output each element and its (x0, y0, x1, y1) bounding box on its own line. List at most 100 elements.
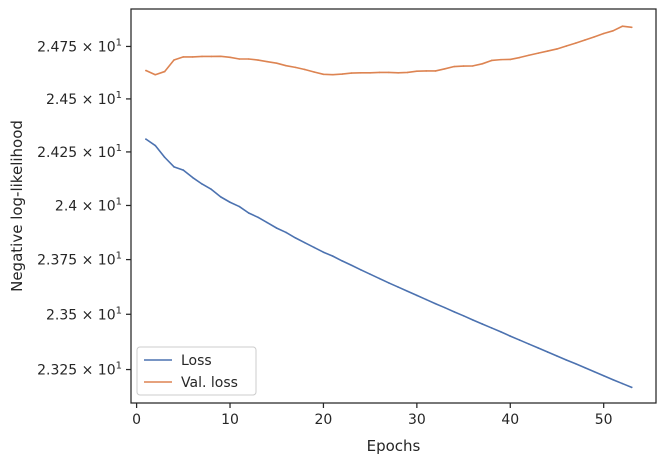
data-point-val-loss (266, 60, 269, 63)
x-tick-label: 40 (501, 412, 519, 428)
data-point-val-loss (360, 72, 362, 74)
data-point-val-loss (285, 64, 287, 67)
data-point-val-loss (490, 59, 493, 62)
data-point-val-loss (378, 71, 381, 74)
data-point-val-loss (201, 55, 203, 58)
data-point-val-loss (388, 71, 390, 74)
data-point-val-loss (303, 68, 306, 71)
data-point-val-loss (341, 73, 343, 75)
x-tick-label: 50 (595, 412, 613, 428)
data-point-val-loss (444, 68, 446, 70)
data-point-loss (219, 196, 222, 198)
data-point-loss (173, 166, 175, 168)
data-point-loss (360, 269, 362, 271)
data-point-loss (537, 347, 540, 349)
data-point-loss (546, 351, 549, 353)
data-point-loss (182, 169, 185, 171)
data-point-loss (313, 246, 315, 249)
data-point-val-loss (163, 70, 166, 73)
data-point-loss (257, 216, 259, 219)
data-point-val-loss (518, 56, 521, 59)
data-point-loss (285, 231, 287, 234)
y-tick-label: 2.45 × 101 (46, 90, 122, 108)
data-point-loss (210, 188, 213, 191)
data-point-val-loss (154, 73, 157, 76)
data-point-loss (490, 327, 493, 329)
data-point-val-loss (509, 58, 512, 61)
data-point-val-loss (500, 58, 502, 61)
data-point-loss (406, 290, 409, 293)
data-point-val-loss (322, 73, 325, 76)
x-axis-title: Epochs (367, 437, 421, 455)
data-point-val-loss (191, 56, 194, 58)
data-point-val-loss (462, 65, 465, 67)
data-point-val-loss (247, 58, 250, 60)
data-point-val-loss (238, 58, 241, 60)
data-point-loss (621, 382, 624, 385)
data-point-loss (528, 343, 530, 345)
data-point-loss (565, 359, 568, 361)
y-tick-label: 2.425 × 101 (37, 143, 122, 161)
data-point-loss (163, 156, 166, 159)
data-point-val-loss (397, 72, 399, 74)
data-point-loss (500, 331, 502, 333)
data-point-val-loss (416, 70, 418, 72)
data-point-loss (416, 294, 418, 297)
data-point-loss (509, 335, 512, 337)
data-point-loss (481, 323, 484, 325)
y-tick-label: 2.375 × 101 (37, 251, 122, 269)
y-axis: 2.325 × 101 2.35 × 101 2.375 × 101 2.4 × 10… (37, 37, 131, 379)
legend-label-val-loss: Val. loss (181, 375, 238, 391)
data-point-loss (266, 221, 269, 224)
data-point-loss (350, 264, 353, 267)
data-point-loss (322, 251, 325, 253)
data-point-val-loss (425, 70, 428, 72)
data-point-loss (462, 315, 465, 317)
data-point-val-loss (630, 26, 633, 29)
data-point-val-loss (472, 65, 474, 67)
x-tick-label: 10 (221, 412, 239, 428)
data-point-loss (434, 302, 437, 305)
legend-box (136, 346, 257, 396)
data-point-val-loss (313, 71, 315, 73)
data-point-val-loss (546, 50, 549, 52)
data-point-loss (602, 374, 605, 377)
legend: Loss Val. loss (136, 346, 257, 396)
data-point-val-loss (219, 55, 222, 58)
data-point-loss (630, 386, 633, 389)
data-point-loss (145, 138, 147, 140)
x-tick-label: 30 (408, 412, 426, 428)
data-point-loss (294, 237, 297, 239)
data-point-loss (453, 311, 456, 313)
data-point-val-loss (350, 72, 353, 74)
data-point-val-loss (528, 54, 530, 57)
data-point-loss (388, 282, 390, 284)
data-point-loss (201, 183, 203, 185)
x-tick-label: 20 (315, 412, 333, 428)
data-point-val-loss (331, 73, 334, 76)
plot-background (131, 9, 656, 403)
data-point-loss (229, 201, 231, 204)
data-point-loss (584, 366, 586, 369)
data-point-loss (518, 339, 521, 341)
data-point-val-loss (584, 39, 586, 41)
data-point-val-loss (565, 45, 568, 47)
y-tick-label: 2.35 × 101 (46, 305, 122, 323)
data-point-loss (556, 355, 558, 357)
data-point-val-loss (257, 59, 259, 61)
legend-label-loss: Loss (181, 353, 212, 369)
data-point-loss (341, 260, 343, 262)
data-point-loss (574, 362, 577, 365)
data-point-val-loss (612, 30, 614, 32)
data-point-loss (191, 176, 194, 179)
data-point-loss (593, 370, 596, 373)
data-point-val-loss (453, 65, 456, 68)
data-point-loss (378, 277, 381, 280)
data-point-val-loss (556, 48, 558, 50)
data-point-val-loss (369, 72, 371, 74)
data-point-val-loss (275, 62, 278, 64)
data-point-loss (612, 378, 614, 381)
series-layer (145, 25, 633, 389)
x-tick-label: 0 (132, 412, 141, 428)
